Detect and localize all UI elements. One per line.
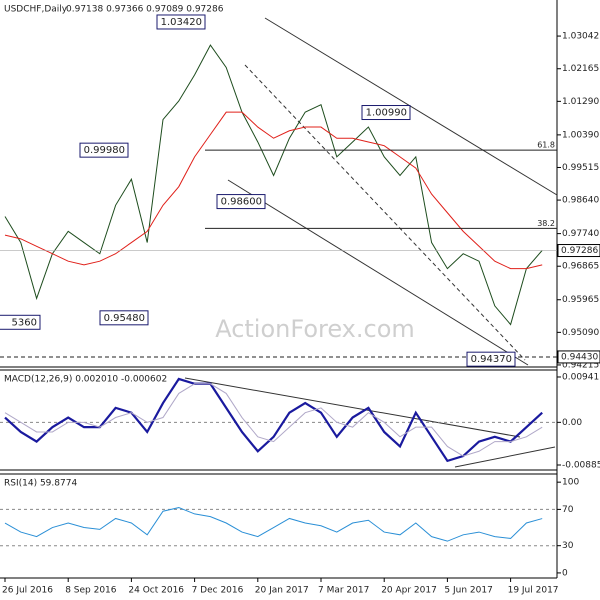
x-tick-label: 24 Oct 2016 [128,586,184,596]
y-tick-label: 0.99515 [562,163,599,173]
series-line [4,377,543,463]
series-line [4,383,543,457]
trend-line [264,17,558,196]
trend-line [227,179,529,366]
y-tick-label: 1.01290 [562,97,599,107]
price-tag-label: 0.94430 [561,352,598,362]
y-tick-label: 0.98640 [562,196,599,206]
annotation-label: 0.94370 [471,354,512,365]
panel-subtitle: 0.97138 0.97366 0.97089 0.97286 [66,5,224,15]
y-tick-label: 1.00390 [562,130,599,140]
annotation-label: 0.98600 [221,197,262,208]
y-tick-label: 0.95965 [562,295,599,305]
price-tag [557,350,600,364]
annotation-box [79,142,129,158]
y-tick-label: 0.96865 [562,262,599,272]
panel-title: MACD(12,26,9) 0.002010 -0.000602 [4,375,167,385]
y-tick-label: 0.009411 [562,372,600,382]
series-line [4,111,543,270]
annotation-label: 0.95480 [104,313,145,324]
y-tick-label: 0.94215 [562,360,599,370]
series-line [4,44,543,326]
annotation-label: 5360 [12,317,37,328]
annotation-box [361,105,411,121]
trend-line [244,64,526,361]
y-tick-label: 1.02165 [562,64,599,74]
y-tick-label: 0.97740 [562,229,599,239]
annotation-box [99,310,149,326]
x-tick-label: 8 Sep 2016 [65,586,117,596]
annotation-label: 1.00990 [366,108,407,119]
price-tag [557,244,600,258]
y-tick-label: -0.008852 [562,460,600,470]
x-tick-label: 19 Jul 2017 [508,586,559,596]
y-tick-label: 100 [562,478,579,488]
annotation-label: 0.99980 [84,145,125,156]
x-tick-label: 7 Dec 2016 [192,586,244,596]
fib-label: 38.2 [537,219,555,228]
y-tick-label: 0 [562,568,568,578]
x-tick-label: 26 Jul 2016 [2,586,53,596]
x-tick-label: 7 Mar 2017 [318,586,369,596]
y-tick-label: 1.03042 [562,32,599,42]
y-tick-label: 0.95090 [562,328,599,338]
watermark: ActionForex.com [215,315,415,343]
fib-label: 61.8 [537,141,555,150]
y-tick-label: 0.00 [562,418,582,428]
trend-line [184,377,521,438]
price-tag-label: 0.97286 [561,246,598,256]
annotation-box [156,14,206,30]
annotation-label: 1.03420 [161,17,202,28]
annotation-box [466,351,516,367]
x-tick-label: 5 Jun 2017 [444,586,492,596]
panel-title: USDCHF,Daily [4,5,68,15]
x-tick-label: 20 Jan 2017 [255,586,309,596]
annotation-box [216,194,266,210]
y-tick-label: 30 [562,541,574,551]
y-tick-label: 70 [562,505,574,515]
annotation-box [0,314,41,330]
panel-title: RSI(14) 59.8774 [4,479,77,489]
trend-line [454,446,556,468]
x-tick-label: 20 Apr 2017 [381,586,437,596]
series-line [4,507,543,542]
